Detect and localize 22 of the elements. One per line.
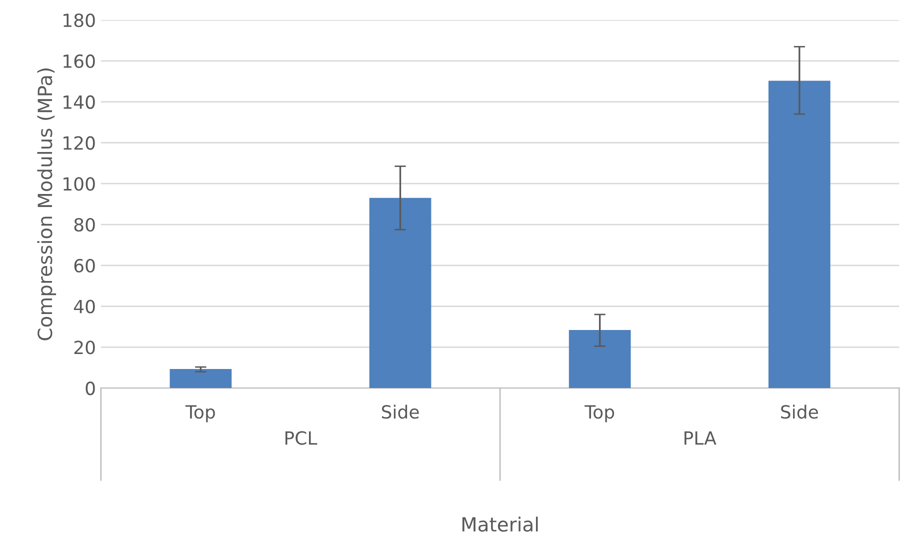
y-tick-label: 180 <box>64 14 95 28</box>
y-tick-label: 120 <box>64 136 95 150</box>
y-tick-label: 80 <box>74 218 95 232</box>
y-tick-label: 60 <box>74 258 95 273</box>
y-tick-label: 100 <box>64 177 95 191</box>
x-tick-label: Side <box>382 404 419 419</box>
x-tick-label: Side <box>781 404 818 419</box>
y-tick-label: 20 <box>74 340 95 354</box>
y-tick-label: 160 <box>64 54 95 68</box>
y-axis-title: Compression Modulus (MPa) <box>37 68 56 340</box>
bar <box>768 80 830 388</box>
bar <box>568 330 631 388</box>
text: PCL <box>285 431 318 445</box>
bar <box>369 198 432 388</box>
y-tick-label: 40 <box>74 300 95 314</box>
x-tick-label: Top <box>185 405 215 422</box>
x-tick-label: Top <box>584 405 614 422</box>
bar <box>170 369 232 388</box>
y-tick-label: 140 <box>64 95 95 109</box>
y-tick-label: 0 <box>86 382 95 396</box>
text: PLA <box>684 431 716 445</box>
x-axis-title: Material <box>462 516 538 532</box>
